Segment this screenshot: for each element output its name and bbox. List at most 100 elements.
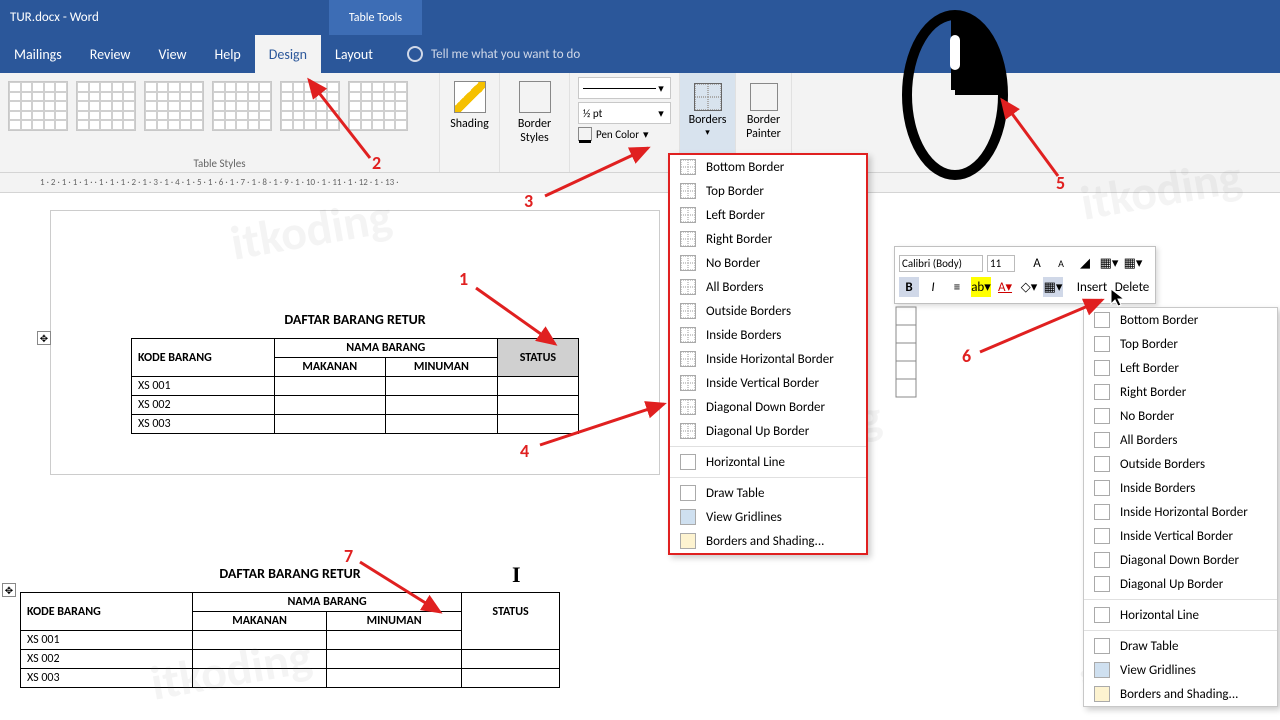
menu-bottom-border[interactable]: Bottom Border bbox=[670, 155, 866, 179]
font-family-combo[interactable]: Calibri (Body) bbox=[899, 255, 983, 272]
insert-button[interactable]: Insert bbox=[1075, 277, 1109, 297]
shading-icon bbox=[454, 81, 486, 113]
menu-right-border[interactable]: Right Border bbox=[670, 227, 866, 251]
td-kode[interactable]: XS 001 bbox=[132, 377, 275, 396]
menu-view-gridlines[interactable]: View Gridlines bbox=[670, 505, 866, 529]
table-style-preview[interactable] bbox=[280, 81, 340, 131]
data-table-1[interactable]: KODE BARANG NAMA BARANG STATUS MAKANAN M… bbox=[131, 338, 579, 434]
tab-layout[interactable]: Layout bbox=[321, 35, 387, 73]
bold-button[interactable]: B bbox=[899, 277, 919, 297]
td-kode[interactable]: XS 003 bbox=[132, 415, 275, 434]
th-minuman[interactable]: MINUMAN bbox=[327, 612, 462, 631]
menu-inside-borders[interactable]: Inside Borders bbox=[1084, 476, 1277, 500]
menu-diagonal-down[interactable]: Diagonal Down Border bbox=[670, 395, 866, 419]
table-move-handle[interactable]: ✥ bbox=[37, 331, 51, 345]
annotation-3: 3 bbox=[524, 190, 533, 212]
td-kode[interactable]: XS 002 bbox=[21, 650, 193, 669]
mini-borders-dropdown: Bottom Border Top Border Left Border Rig… bbox=[1083, 307, 1278, 707]
grow-font-button[interactable]: A bbox=[1027, 253, 1047, 273]
border-icon bbox=[1094, 576, 1110, 592]
pen-color-dropdown[interactable]: Pen Color▾ bbox=[578, 127, 671, 141]
font-color-button[interactable]: A▾ bbox=[995, 277, 1015, 297]
table-move-handle[interactable]: ✥ bbox=[2, 583, 16, 597]
menu-no-border[interactable]: No Border bbox=[670, 251, 866, 275]
line-width-dropdown[interactable]: ½ pt▾ bbox=[578, 102, 671, 124]
menu-horizontal-line[interactable]: Horizontal Line bbox=[670, 450, 866, 474]
menu-left-border[interactable]: Left Border bbox=[1084, 356, 1277, 380]
menu-borders-shading[interactable]: Borders and Shading... bbox=[1084, 682, 1277, 706]
menu-inside-horizontal[interactable]: Inside Horizontal Border bbox=[670, 347, 866, 371]
menu-top-border[interactable]: Top Border bbox=[1084, 332, 1277, 356]
h-line-icon bbox=[1094, 607, 1110, 623]
font-size-combo[interactable]: 11 bbox=[987, 255, 1015, 272]
document-page: ✥ DAFTAR BARANG RETUR KODE BARANG NAMA B… bbox=[50, 210, 660, 475]
menu-view-gridlines[interactable]: View Gridlines bbox=[1084, 658, 1277, 682]
borders-split-button[interactable]: ▦▾ bbox=[1043, 277, 1063, 297]
menu-diagonal-up[interactable]: Diagonal Up Border bbox=[670, 419, 866, 443]
menu-horizontal-line[interactable]: Horizontal Line bbox=[1084, 603, 1277, 627]
title-bar: TUR.docx - Word Table Tools bbox=[0, 0, 1280, 35]
th-kode[interactable]: KODE BARANG bbox=[132, 339, 275, 377]
tab-design[interactable]: Design bbox=[255, 35, 321, 73]
tell-me-search[interactable]: Tell me what you want to do bbox=[407, 46, 580, 62]
menu-top-border[interactable]: Top Border bbox=[670, 179, 866, 203]
shading-button[interactable]: Shading bbox=[440, 73, 500, 172]
menu-all-borders[interactable]: All Borders bbox=[1084, 428, 1277, 452]
td-kode[interactable]: XS 002 bbox=[132, 396, 275, 415]
borders-dropdown-menu: Bottom Border Top Border Left Border Rig… bbox=[668, 153, 868, 555]
italic-button[interactable]: I bbox=[923, 277, 943, 297]
shrink-font-button[interactable]: A bbox=[1051, 253, 1071, 273]
fill-color-button[interactable]: ◇▾ bbox=[1019, 277, 1039, 297]
th-nama[interactable]: NAMA BARANG bbox=[274, 339, 497, 358]
border-styles-button[interactable]: Border Styles bbox=[500, 73, 570, 172]
line-style-dropdown[interactable]: ▾ bbox=[578, 77, 671, 99]
th-status[interactable]: STATUS bbox=[497, 339, 578, 377]
border-icon bbox=[1094, 504, 1110, 520]
menu-draw-table[interactable]: Draw Table bbox=[670, 481, 866, 505]
menu-diagonal-up[interactable]: Diagonal Up Border bbox=[1084, 572, 1277, 596]
menu-draw-table[interactable]: Draw Table bbox=[1084, 634, 1277, 658]
format-painter-button[interactable]: ◢ bbox=[1075, 253, 1095, 273]
tab-help[interactable]: Help bbox=[201, 35, 255, 73]
menu-all-borders[interactable]: All Borders bbox=[670, 275, 866, 299]
tab-review[interactable]: Review bbox=[76, 35, 145, 73]
menu-bottom-border[interactable]: Bottom Border bbox=[1084, 308, 1277, 332]
ribbon-tabs: Mailings Review View Help Design Layout … bbox=[0, 35, 1280, 73]
menu-diagonal-down[interactable]: Diagonal Down Border bbox=[1084, 548, 1277, 572]
border-icon bbox=[1094, 408, 1110, 424]
menu-inside-vertical[interactable]: Inside Vertical Border bbox=[670, 371, 866, 395]
tab-view[interactable]: View bbox=[144, 35, 200, 73]
table-mini-button[interactable]: ▦▾ bbox=[1123, 253, 1143, 273]
th-nama[interactable]: NAMA BARANG bbox=[192, 593, 461, 612]
data-table-2[interactable]: KODE BARANG NAMA BARANG STATUS MAKANAN M… bbox=[20, 592, 560, 688]
table-style-preview[interactable] bbox=[144, 81, 204, 131]
menu-outside-borders[interactable]: Outside Borders bbox=[1084, 452, 1277, 476]
th-minuman[interactable]: MINUMAN bbox=[385, 358, 497, 377]
td-kode[interactable]: XS 003 bbox=[21, 669, 193, 688]
th-makanan[interactable]: MAKANAN bbox=[192, 612, 326, 631]
th-status[interactable]: STATUS bbox=[462, 593, 560, 631]
menu-outside-borders[interactable]: Outside Borders bbox=[670, 299, 866, 323]
menu-inside-vertical[interactable]: Inside Vertical Border bbox=[1084, 524, 1277, 548]
horizontal-ruler[interactable]: 1 · 2 · 1 · 1 · 1 · · 1 · 1 · 1 · 2 · 1 … bbox=[0, 173, 1280, 193]
menu-inside-borders[interactable]: Inside Borders bbox=[670, 323, 866, 347]
td-kode[interactable]: XS 001 bbox=[21, 631, 193, 650]
menu-inside-horizontal[interactable]: Inside Horizontal Border bbox=[1084, 500, 1277, 524]
table-style-preview[interactable] bbox=[76, 81, 136, 131]
menu-no-border[interactable]: No Border bbox=[1084, 404, 1277, 428]
table-style-preview[interactable] bbox=[8, 81, 68, 131]
th-makanan[interactable]: MAKANAN bbox=[274, 358, 385, 377]
table-style-preview[interactable] bbox=[212, 81, 272, 131]
border-icon bbox=[680, 303, 696, 319]
borders-mini-button[interactable]: ▦▾ bbox=[1099, 253, 1119, 273]
menu-right-border[interactable]: Right Border bbox=[1084, 380, 1277, 404]
highlight-button[interactable]: ab▾ bbox=[971, 277, 991, 297]
th-kode[interactable]: KODE BARANG bbox=[21, 593, 193, 631]
menu-left-border[interactable]: Left Border bbox=[670, 203, 866, 227]
table-style-preview[interactable] bbox=[348, 81, 408, 131]
border-icon bbox=[1094, 312, 1110, 328]
menu-borders-shading[interactable]: Borders and Shading... bbox=[670, 529, 866, 553]
h-line-icon bbox=[680, 454, 696, 470]
align-button[interactable]: ≡ bbox=[947, 277, 967, 297]
tab-mailings[interactable]: Mailings bbox=[0, 35, 76, 73]
